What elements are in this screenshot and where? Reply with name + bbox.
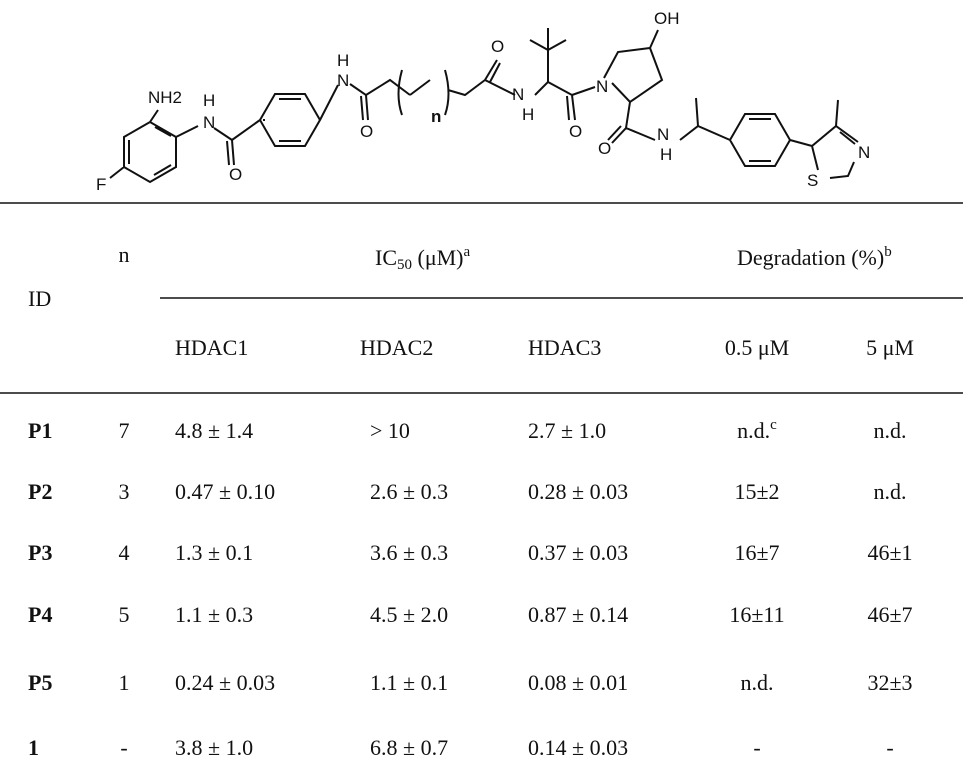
table-cell: > 10 [370,418,410,443]
table-cell: 0.37 ± 0.03 [528,540,628,565]
column-header: HDAC2 [360,335,433,360]
row-id: P1 [28,418,52,443]
table-cell: 46±7 [867,602,912,627]
atom-label: O [491,37,504,56]
ic50-unit: (μM) [412,245,464,270]
row-id: P2 [28,479,52,504]
table-cell: 3.6 ± 0.3 [370,540,448,565]
atom-label: OH [654,9,680,28]
table-cell: 0.14 ± 0.03 [528,735,628,760]
row-id: P4 [28,602,52,627]
table-cell: 16±11 [729,602,784,627]
table-cell: 4 [119,540,130,565]
atom-label: n [431,107,441,126]
table-cell: 46±1 [867,540,912,565]
degradation-text: Degradation (%) [737,245,884,270]
cell-text: n.d. [737,418,770,443]
atom-label: N [203,113,215,132]
table-cell: 6.8 ± 0.7 [370,735,448,760]
atom-label: N [337,71,349,90]
degradation-sup: b [884,244,892,260]
atom-label: H [203,91,215,110]
row-id: P3 [28,540,52,565]
table-cell: n.d. [874,479,907,504]
table-cell: - [886,735,893,760]
column-header: HDAC1 [175,335,248,360]
header-degradation: Degradation (%)b [737,244,892,270]
header-n: n [119,242,130,267]
cell-sup: c [770,417,777,433]
table-cell: 1 [119,670,130,695]
table-cell: 0.24 ± 0.03 [175,670,275,695]
atom-label: N [657,125,669,144]
bonds [109,28,859,184]
table-cell: 1.3 ± 0.1 [175,540,253,565]
atom-label: O [598,139,611,158]
ic50-text: IC [375,245,397,270]
ic50-sup: a [464,244,471,260]
table-cell: 0.47 ± 0.10 [175,479,275,504]
table-cell: 5 [119,602,130,627]
row-id: P5 [28,670,52,695]
ic50-sub: 50 [397,257,412,273]
atom-label: F [96,175,106,194]
atom-label: O [360,122,373,141]
table-cell: n.d. [874,418,907,443]
table-cell: 4.5 ± 2.0 [370,602,448,627]
row-id: 1 [28,735,39,760]
column-header: 5 μM [866,335,914,360]
header-ic50: IC50 (μM)a [375,244,471,273]
table-cell: 16±7 [734,540,779,565]
table-cell: 1.1 ± 0.3 [175,602,253,627]
table-cell: - [120,735,127,760]
atom-label: S [807,171,818,190]
table-cell: 2.6 ± 0.3 [370,479,448,504]
table-cell: 7 [119,418,130,443]
atom-label: N [512,85,524,104]
atom-label: N [596,77,608,96]
table-cell: 1.1 ± 0.1 [370,670,448,695]
column-header: HDAC3 [528,335,601,360]
table-cell: 0.87 ± 0.14 [528,602,628,627]
table-cell: 0.08 ± 0.01 [528,670,628,695]
table-cell: 0.28 ± 0.03 [528,479,628,504]
table-cell: 3.8 ± 1.0 [175,735,253,760]
table-cell: 4.8 ± 1.4 [175,418,253,443]
table-cell: n.d.c [737,417,777,443]
atom-label: H [337,51,349,70]
table-cell: 15±2 [734,479,779,504]
table-cell: n.d. [741,670,774,695]
column-header: 0.5 μM [725,335,789,360]
table-cell: - [753,735,760,760]
atom-label: H [660,145,672,164]
atom-label: NH2 [148,88,182,107]
atom-label: O [569,122,582,141]
table-cell: 3 [119,479,130,504]
atom-label: O [229,165,242,184]
table-cell: 32±3 [867,670,912,695]
table-cell: 2.7 ± 1.0 [528,418,606,443]
atom-label: N [858,143,870,162]
atom-label: H [522,105,534,124]
header-id: ID [28,286,51,311]
